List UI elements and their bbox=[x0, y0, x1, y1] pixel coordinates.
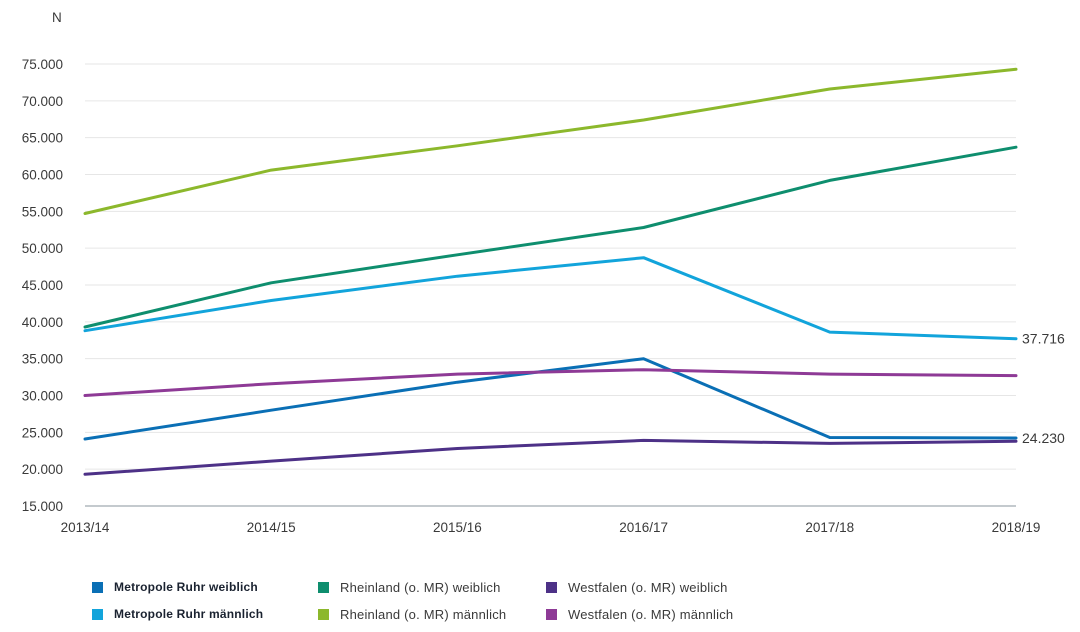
series-lines bbox=[83, 67, 1018, 476]
x-tick-label: 2017/18 bbox=[805, 520, 854, 535]
y-tick-label: 45.000 bbox=[22, 278, 63, 293]
series-line-5 bbox=[83, 368, 1018, 397]
x-tick-label: 2016/17 bbox=[619, 520, 668, 535]
y-tick-label: 35.000 bbox=[22, 352, 63, 367]
series-line-3 bbox=[83, 67, 1018, 215]
y-tick-label: 55.000 bbox=[22, 204, 63, 219]
series-line-2 bbox=[83, 145, 1018, 329]
y-tick-label: 15.000 bbox=[22, 499, 63, 514]
gridlines bbox=[85, 63, 1016, 507]
y-tick-label: 30.000 bbox=[22, 389, 63, 404]
y-tick-label: 70.000 bbox=[22, 94, 63, 109]
x-tick-label: 2014/15 bbox=[247, 520, 296, 535]
y-tick-label: 40.000 bbox=[22, 315, 63, 330]
x-tick-labels: 2013/14 2014/15 2015/16 2016/17 2017/18 2018/… bbox=[61, 520, 1041, 535]
end-value-label: 37.716 bbox=[1022, 331, 1065, 347]
end-labels: 24.230 37.716 bbox=[1022, 331, 1065, 446]
y-tick-label: 60.000 bbox=[22, 168, 63, 183]
y-unit-label: N bbox=[52, 10, 62, 25]
x-tick-label: 2018/19 bbox=[992, 520, 1041, 535]
x-tick-label: 2013/14 bbox=[61, 520, 110, 535]
y-tick-label: 20.000 bbox=[22, 462, 63, 477]
y-tick-labels: 15.000 20.000 25.000 30.000 35.000 40.000 45.0… bbox=[22, 57, 63, 514]
y-tick-label: 65.000 bbox=[22, 131, 63, 146]
y-tick-label: 25.000 bbox=[22, 425, 63, 440]
end-value-label: 24.230 bbox=[1022, 430, 1065, 446]
x-tick-label: 2015/16 bbox=[433, 520, 482, 535]
series-line-1 bbox=[83, 256, 1018, 341]
series-line-4 bbox=[83, 438, 1018, 476]
y-tick-label: 75.000 bbox=[22, 57, 63, 72]
y-tick-label: 50.000 bbox=[22, 241, 63, 256]
